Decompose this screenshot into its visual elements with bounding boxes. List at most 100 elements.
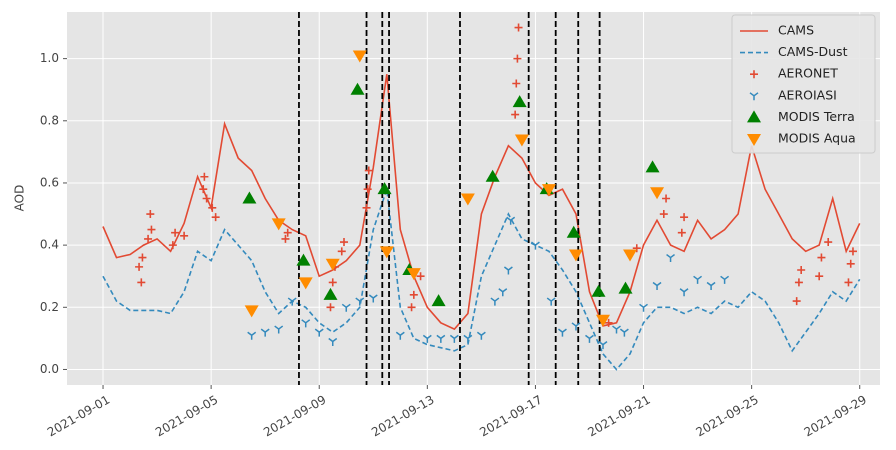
plus-marker xyxy=(328,278,337,287)
plus-marker xyxy=(632,244,641,253)
plus-marker xyxy=(407,303,416,312)
tri-marker xyxy=(449,334,459,343)
y-tick-label: 0.2 xyxy=(40,300,59,314)
plus-marker xyxy=(514,23,523,32)
y-tick-label: 0.6 xyxy=(40,175,59,189)
plus-marker xyxy=(409,290,418,299)
plus-marker xyxy=(677,228,686,237)
plus-marker xyxy=(168,241,177,250)
legend-swatch xyxy=(750,70,758,79)
plus-marker xyxy=(199,185,208,194)
plus-marker xyxy=(208,203,217,212)
tri-marker xyxy=(706,281,716,291)
triangle-marker xyxy=(623,249,638,262)
triangle-marker xyxy=(568,249,583,262)
plus-marker xyxy=(337,247,346,256)
triangle-marker xyxy=(242,191,257,204)
triangle-marker xyxy=(431,294,446,307)
tri-marker xyxy=(619,328,629,337)
x-tick-label: 2021-09-13 xyxy=(369,393,436,440)
tri-marker xyxy=(652,281,662,291)
tri-marker xyxy=(341,303,351,312)
plus-marker xyxy=(364,166,373,175)
tri-marker xyxy=(571,322,581,331)
triangle-marker xyxy=(645,160,660,173)
triangle-marker xyxy=(514,134,529,147)
y-tick-label: 1.0 xyxy=(40,51,59,65)
tri-marker xyxy=(274,325,284,334)
plus-marker xyxy=(659,210,668,219)
plus-marker xyxy=(180,231,189,240)
x-tick-label: 2021-09-09 xyxy=(261,393,328,440)
series-line xyxy=(102,188,861,371)
tri-marker xyxy=(585,334,594,343)
tri-marker xyxy=(436,334,446,343)
plus-marker xyxy=(135,262,144,271)
y-tick-label: 0.0 xyxy=(40,362,59,376)
plus-marker xyxy=(138,253,147,262)
series-line xyxy=(102,74,861,331)
plus-marker xyxy=(281,234,290,243)
x-tick-label: 2021-09-01 xyxy=(45,393,112,440)
plus-marker xyxy=(604,318,613,327)
tri-marker xyxy=(368,294,378,303)
tri-marker xyxy=(314,328,324,337)
tri-marker xyxy=(395,331,405,340)
x-tick-label: 2021-09-17 xyxy=(477,393,544,440)
plus-marker xyxy=(824,238,833,247)
triangle-marker xyxy=(618,281,633,294)
triangle-marker xyxy=(377,182,392,195)
triangle-marker xyxy=(325,258,340,271)
tri-marker xyxy=(260,328,270,337)
tri-marker xyxy=(558,328,567,337)
tri-marker xyxy=(287,297,297,306)
triangle-marker xyxy=(296,253,311,266)
plus-marker xyxy=(340,238,349,247)
legend-swatch xyxy=(747,134,761,146)
y-tick-label: 0.4 xyxy=(40,238,59,252)
plus-marker xyxy=(844,278,853,287)
legend-label: MODIS Aqua xyxy=(778,131,856,146)
plot-area xyxy=(102,12,861,385)
x-tick-label: 2021-09-29 xyxy=(802,393,869,440)
plus-marker xyxy=(794,278,803,287)
plus-marker xyxy=(326,303,335,312)
plus-marker xyxy=(416,272,425,281)
tri-marker xyxy=(506,216,516,225)
tri-marker xyxy=(355,297,365,306)
legend-swatch xyxy=(747,110,761,123)
plus-marker xyxy=(211,213,220,222)
tri-marker xyxy=(463,334,473,343)
plus-marker xyxy=(202,194,211,203)
tri-marker xyxy=(693,275,703,284)
triangle-marker xyxy=(244,305,259,318)
legend-label: CAMS xyxy=(778,23,814,38)
triangle-marker xyxy=(541,184,556,197)
x-tick-label: 2021-09-21 xyxy=(585,393,652,440)
triangle-marker xyxy=(566,225,581,238)
triangle-marker xyxy=(379,246,394,259)
triangle-marker xyxy=(591,284,606,297)
tri-marker xyxy=(422,334,432,343)
plus-marker xyxy=(200,172,209,181)
tri-marker xyxy=(598,340,608,350)
plus-marker xyxy=(137,278,146,287)
plus-marker xyxy=(144,234,153,243)
plus-marker xyxy=(792,297,801,306)
triangle-marker xyxy=(485,169,500,182)
tri-marker xyxy=(503,266,513,275)
plus-marker xyxy=(363,185,372,194)
tri-marker xyxy=(666,253,676,263)
tri-marker xyxy=(546,297,556,306)
tri-marker xyxy=(301,319,311,328)
y-tick-label: 0.8 xyxy=(40,113,59,127)
tri-marker xyxy=(639,303,648,312)
plus-marker xyxy=(512,79,521,88)
plus-marker xyxy=(815,272,824,281)
tri-marker xyxy=(720,275,730,284)
tri-marker xyxy=(530,241,540,250)
tri-marker xyxy=(476,331,486,340)
legend-label: MODIS Terra xyxy=(778,109,855,124)
triangle-marker xyxy=(460,193,475,206)
